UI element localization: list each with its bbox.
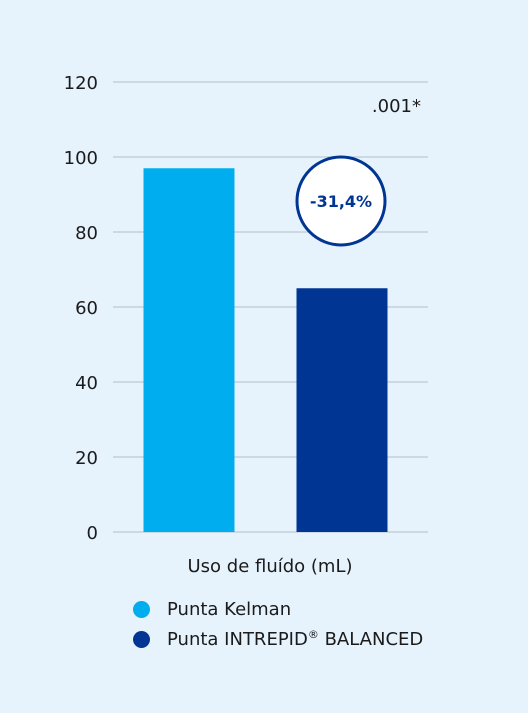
y-tick-label-20: 20: [75, 448, 98, 469]
legend: Punta Kelman Punta INTREPID® BALANCED: [133, 594, 423, 654]
legend-swatch-intrepid: [133, 630, 150, 648]
bar-intrepid: [296, 288, 388, 532]
y-tick-label-40: 40: [75, 373, 98, 394]
legend-label-kelman: Punta Kelman: [167, 598, 292, 620]
legend-item-intrepid: Punta INTREPID® BALANCED: [133, 624, 423, 654]
y-tick-label-60: 60: [75, 298, 98, 319]
y-tick-label-0: 0: [87, 523, 98, 544]
legend-item-kelman: Punta Kelman: [133, 594, 423, 624]
difference-badge-label: -31,4%: [310, 192, 372, 211]
y-tick-label-100: 100: [64, 148, 98, 169]
y-tick-label-120: 120: [64, 73, 98, 94]
y-tick-label-80: 80: [75, 223, 98, 244]
x-axis-label: Uso de fluído (mL): [187, 556, 352, 577]
bar-kelman: [143, 168, 235, 532]
difference-badge-circle: [295, 155, 387, 247]
legend-swatch-kelman: [133, 600, 150, 618]
p-value-annotation: .001*: [372, 96, 421, 117]
legend-label-intrepid: Punta INTREPID® BALANCED: [167, 628, 424, 650]
